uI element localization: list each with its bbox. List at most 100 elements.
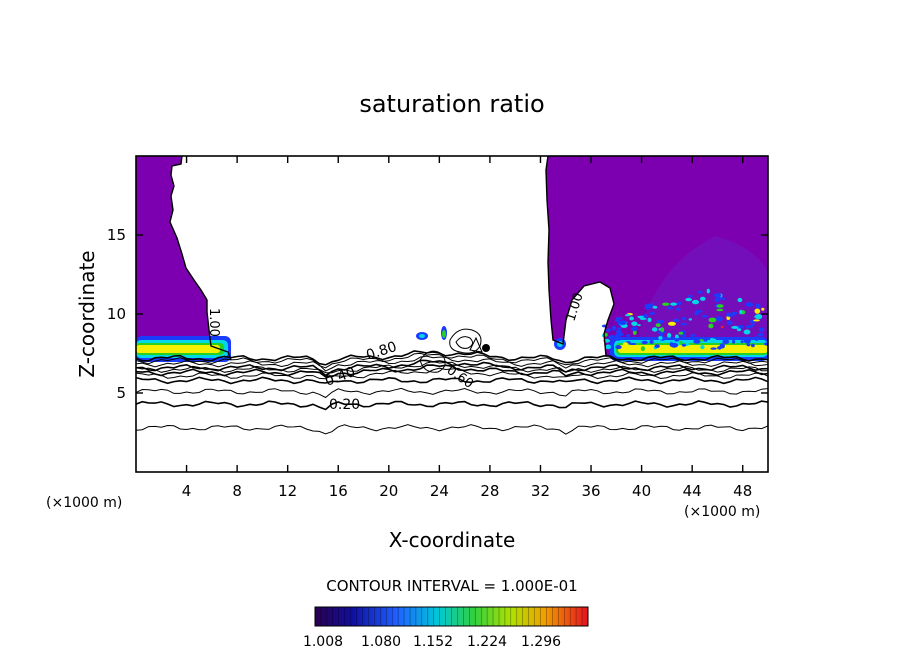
speckle bbox=[649, 339, 654, 344]
speckle bbox=[641, 340, 648, 345]
speckle bbox=[632, 329, 637, 335]
contour-extra-1 bbox=[136, 387, 768, 399]
right-supersaturated-region bbox=[546, 156, 768, 356]
speckle bbox=[692, 299, 699, 305]
speckle bbox=[640, 346, 646, 352]
speckle bbox=[676, 301, 682, 306]
contour-1.00 bbox=[136, 350, 768, 366]
left-supersaturated-region bbox=[136, 156, 231, 360]
speckle bbox=[659, 333, 664, 337]
y-tick-label-0: 5 bbox=[116, 384, 126, 402]
speckle bbox=[714, 297, 720, 303]
speckle bbox=[678, 331, 684, 335]
colorbar-label-1: 1.080 bbox=[361, 634, 401, 650]
speckle bbox=[745, 302, 754, 307]
colorbar: 1.008 1.080 1.152 1.224 1.296 bbox=[303, 606, 589, 650]
right-surface-band bbox=[610, 337, 768, 361]
chart-title: saturation ratio bbox=[359, 90, 544, 118]
speckle bbox=[688, 318, 692, 321]
speckle bbox=[743, 329, 751, 335]
colorbar-label-2: 1.152 bbox=[413, 634, 453, 650]
speckle bbox=[753, 319, 760, 322]
speckle bbox=[761, 307, 765, 311]
plot-area bbox=[136, 156, 768, 435]
speckle bbox=[732, 339, 736, 344]
speckle bbox=[673, 318, 680, 323]
speckle bbox=[743, 338, 751, 344]
speckle bbox=[679, 341, 683, 344]
x-tick-label-1: 8 bbox=[232, 482, 242, 500]
speckle bbox=[709, 338, 714, 342]
speckle bbox=[658, 335, 663, 340]
speckle bbox=[685, 297, 692, 302]
speckle bbox=[746, 343, 751, 347]
speckle bbox=[731, 325, 739, 329]
central-cloud-contours bbox=[419, 328, 483, 373]
speckle bbox=[716, 308, 724, 312]
speckle bbox=[625, 314, 631, 317]
contour-extra-4 bbox=[136, 355, 768, 372]
speckle bbox=[647, 317, 652, 323]
speckle bbox=[681, 343, 687, 347]
speckle bbox=[630, 326, 638, 332]
y-tick-label-1: 10 bbox=[107, 305, 126, 323]
colorbar-label-4: 1.296 bbox=[521, 634, 561, 650]
x-unit-left: (×1000 m) bbox=[46, 495, 122, 511]
speckle bbox=[708, 317, 717, 323]
speckle bbox=[740, 340, 744, 344]
speckle bbox=[755, 303, 761, 309]
speckle bbox=[719, 297, 726, 300]
speckle bbox=[616, 329, 622, 334]
x-tick-label-9: 40 bbox=[632, 482, 651, 500]
speckle bbox=[675, 307, 681, 311]
speckle bbox=[670, 302, 677, 306]
speckle bbox=[710, 347, 717, 350]
speckle bbox=[616, 327, 623, 330]
contour-interval-note: CONTOUR INTERVAL = 1.000E-01 bbox=[326, 577, 577, 595]
speckle bbox=[608, 335, 616, 340]
speckle bbox=[606, 328, 611, 332]
speckle bbox=[670, 342, 679, 348]
speckle bbox=[720, 325, 724, 329]
x-tick-label-4: 20 bbox=[379, 482, 398, 500]
speckle bbox=[682, 316, 687, 321]
left-surface-band bbox=[136, 336, 231, 362]
speckle bbox=[755, 314, 763, 320]
speckle bbox=[631, 321, 638, 327]
speckle bbox=[629, 343, 637, 345]
colorbar-divisions bbox=[320, 607, 583, 626]
contour-label-020: 0.20 bbox=[329, 397, 360, 413]
speckle bbox=[655, 323, 661, 327]
x-tick-label-11: 48 bbox=[733, 482, 752, 500]
right-cloud-speckles bbox=[601, 288, 768, 352]
speckle bbox=[703, 338, 708, 342]
colorbar-label-3: 1.224 bbox=[467, 634, 507, 650]
speckle bbox=[736, 328, 742, 332]
y-tick-label-2: 15 bbox=[107, 226, 126, 244]
speckle bbox=[629, 316, 634, 321]
speckle bbox=[662, 302, 670, 306]
colorbar-frame bbox=[314, 606, 589, 627]
y-axis-label: Z-coordinate bbox=[75, 250, 99, 377]
x-tick-label-3: 16 bbox=[329, 482, 348, 500]
speckle bbox=[716, 316, 723, 322]
isolated-cells bbox=[416, 326, 566, 352]
speckle bbox=[639, 317, 647, 320]
speckle bbox=[680, 322, 687, 326]
speckle bbox=[699, 339, 704, 342]
speckle bbox=[637, 315, 644, 319]
speckle bbox=[617, 317, 623, 320]
speckle bbox=[660, 327, 665, 333]
speckle bbox=[726, 320, 733, 325]
speckle bbox=[731, 311, 738, 315]
saturation-fill-left bbox=[136, 156, 231, 360]
x-tick-label-10: 44 bbox=[683, 482, 702, 500]
contour-extra-0 bbox=[136, 424, 768, 435]
x-axis-label: X-coordinate bbox=[389, 528, 516, 552]
speckle bbox=[694, 311, 699, 316]
speckle bbox=[618, 320, 627, 326]
speckle bbox=[614, 319, 620, 322]
x-axis-ticks: 4 8 12 16 20 24 28 32 36 40 44 48 bbox=[182, 156, 752, 500]
speckle bbox=[697, 290, 703, 294]
speckle bbox=[651, 327, 658, 332]
